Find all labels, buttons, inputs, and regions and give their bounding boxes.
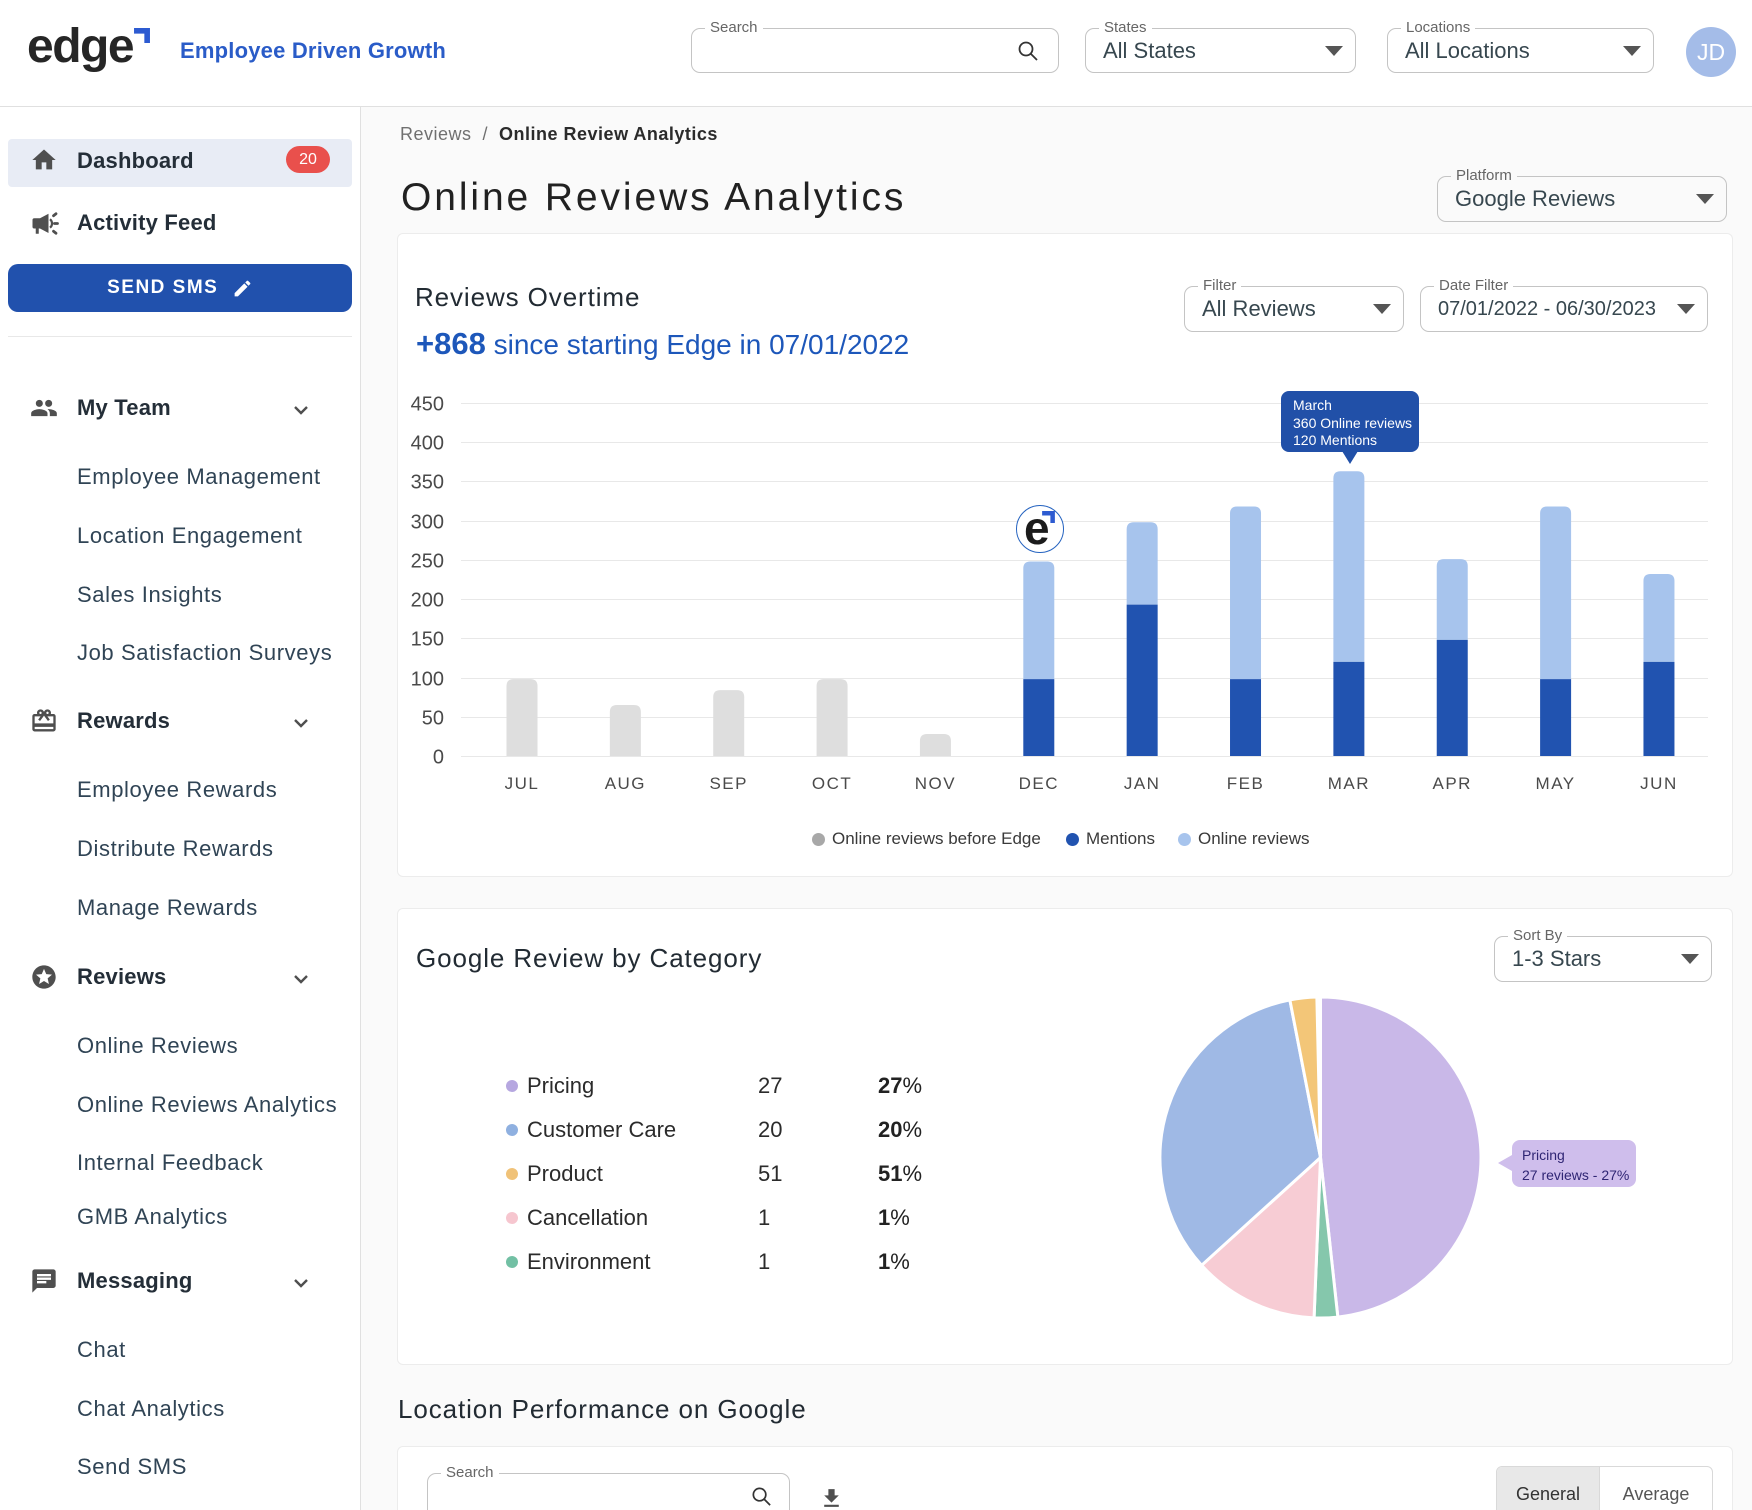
svg-text:JUN: JUN bbox=[1640, 774, 1678, 793]
svg-text:0: 0 bbox=[433, 747, 444, 769]
svg-text:MAY: MAY bbox=[1536, 774, 1576, 793]
svg-text:150: 150 bbox=[411, 629, 444, 651]
svg-text:250: 250 bbox=[411, 551, 444, 573]
svg-text:100: 100 bbox=[411, 669, 444, 691]
svg-text:SEP: SEP bbox=[709, 774, 748, 793]
svg-text:200: 200 bbox=[411, 590, 444, 612]
svg-text:FEB: FEB bbox=[1227, 774, 1265, 793]
svg-text:JUL: JUL bbox=[505, 774, 540, 793]
svg-text:400: 400 bbox=[411, 433, 444, 455]
svg-text:450: 450 bbox=[411, 394, 444, 416]
svg-text:APR: APR bbox=[1433, 774, 1472, 793]
svg-text:NOV: NOV bbox=[915, 774, 956, 793]
svg-text:AUG: AUG bbox=[605, 774, 646, 793]
svg-text:350: 350 bbox=[411, 472, 444, 494]
svg-text:MAR: MAR bbox=[1328, 774, 1370, 793]
svg-text:JAN: JAN bbox=[1124, 774, 1161, 793]
svg-text:OCT: OCT bbox=[812, 774, 852, 793]
svg-text:DEC: DEC bbox=[1019, 774, 1059, 793]
svg-text:50: 50 bbox=[422, 708, 444, 730]
svg-text:300: 300 bbox=[411, 512, 444, 534]
